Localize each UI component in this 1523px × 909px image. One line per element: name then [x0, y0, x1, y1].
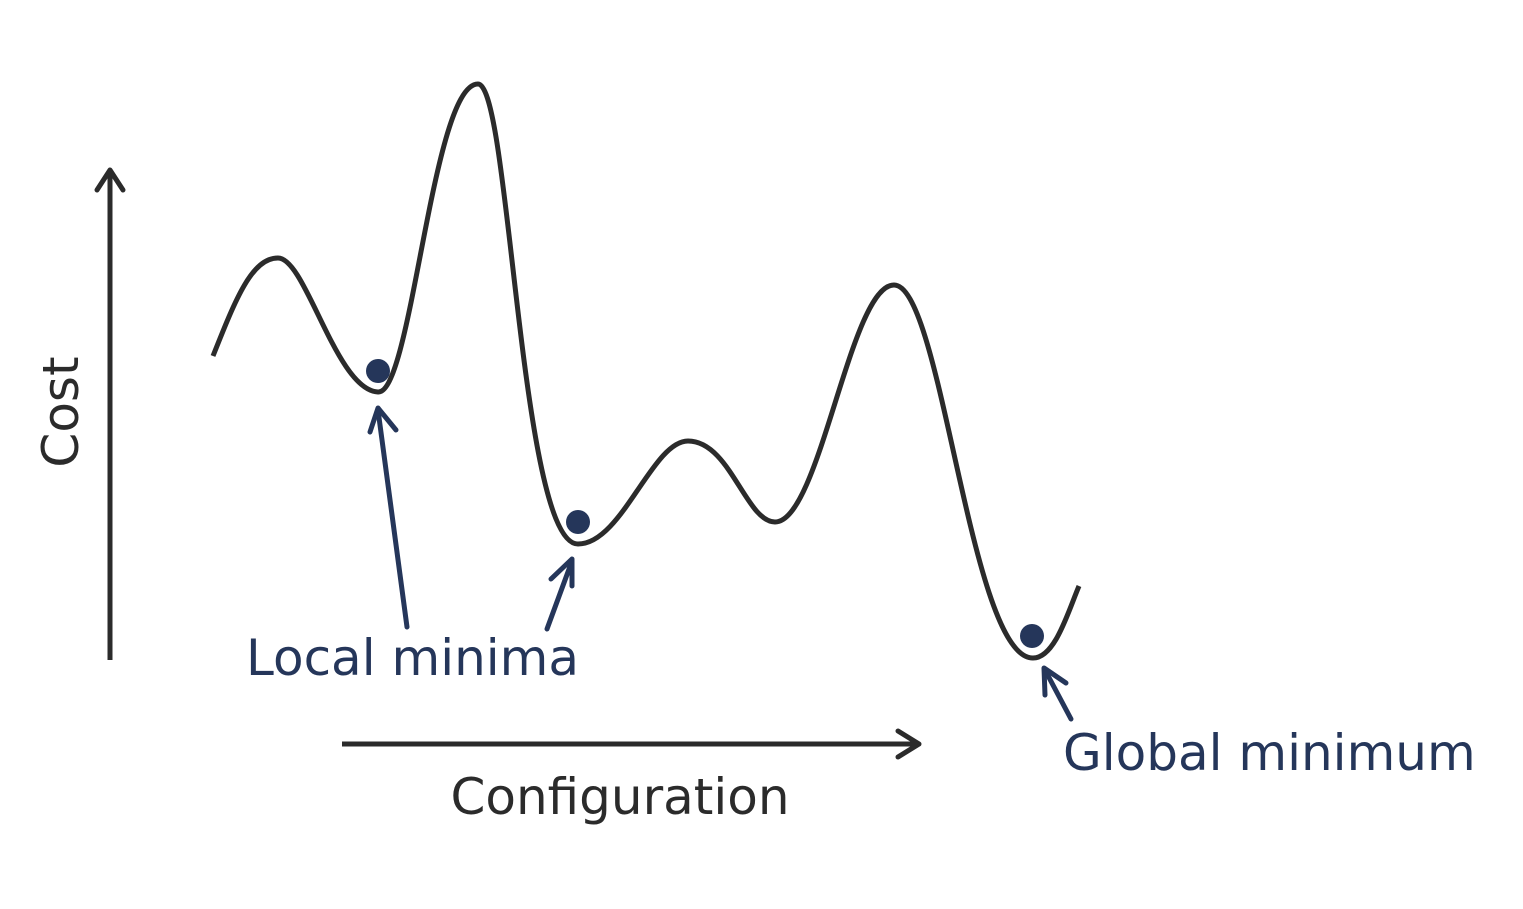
global-minimum-label: Global minimum	[1063, 724, 1476, 782]
x-axis-label: Configuration	[450, 768, 789, 826]
cost-curve	[210, 81, 1082, 661]
y-axis-arrowhead	[94, 167, 126, 193]
global-minimum-pointer	[1041, 665, 1074, 722]
y-axis	[94, 167, 126, 660]
y-axis-label: Cost	[32, 356, 90, 467]
local-minimum-ball-2	[566, 510, 590, 534]
local-minimum-ball-1	[366, 359, 390, 383]
local-minimum-pointer-1	[367, 405, 410, 630]
global-minimum-ball	[1020, 624, 1044, 648]
local-minimum-pointer-2	[544, 556, 575, 632]
local-minima-label: Local minima	[246, 629, 579, 687]
x-axis	[342, 728, 922, 760]
x-axis-arrowhead	[895, 728, 922, 760]
